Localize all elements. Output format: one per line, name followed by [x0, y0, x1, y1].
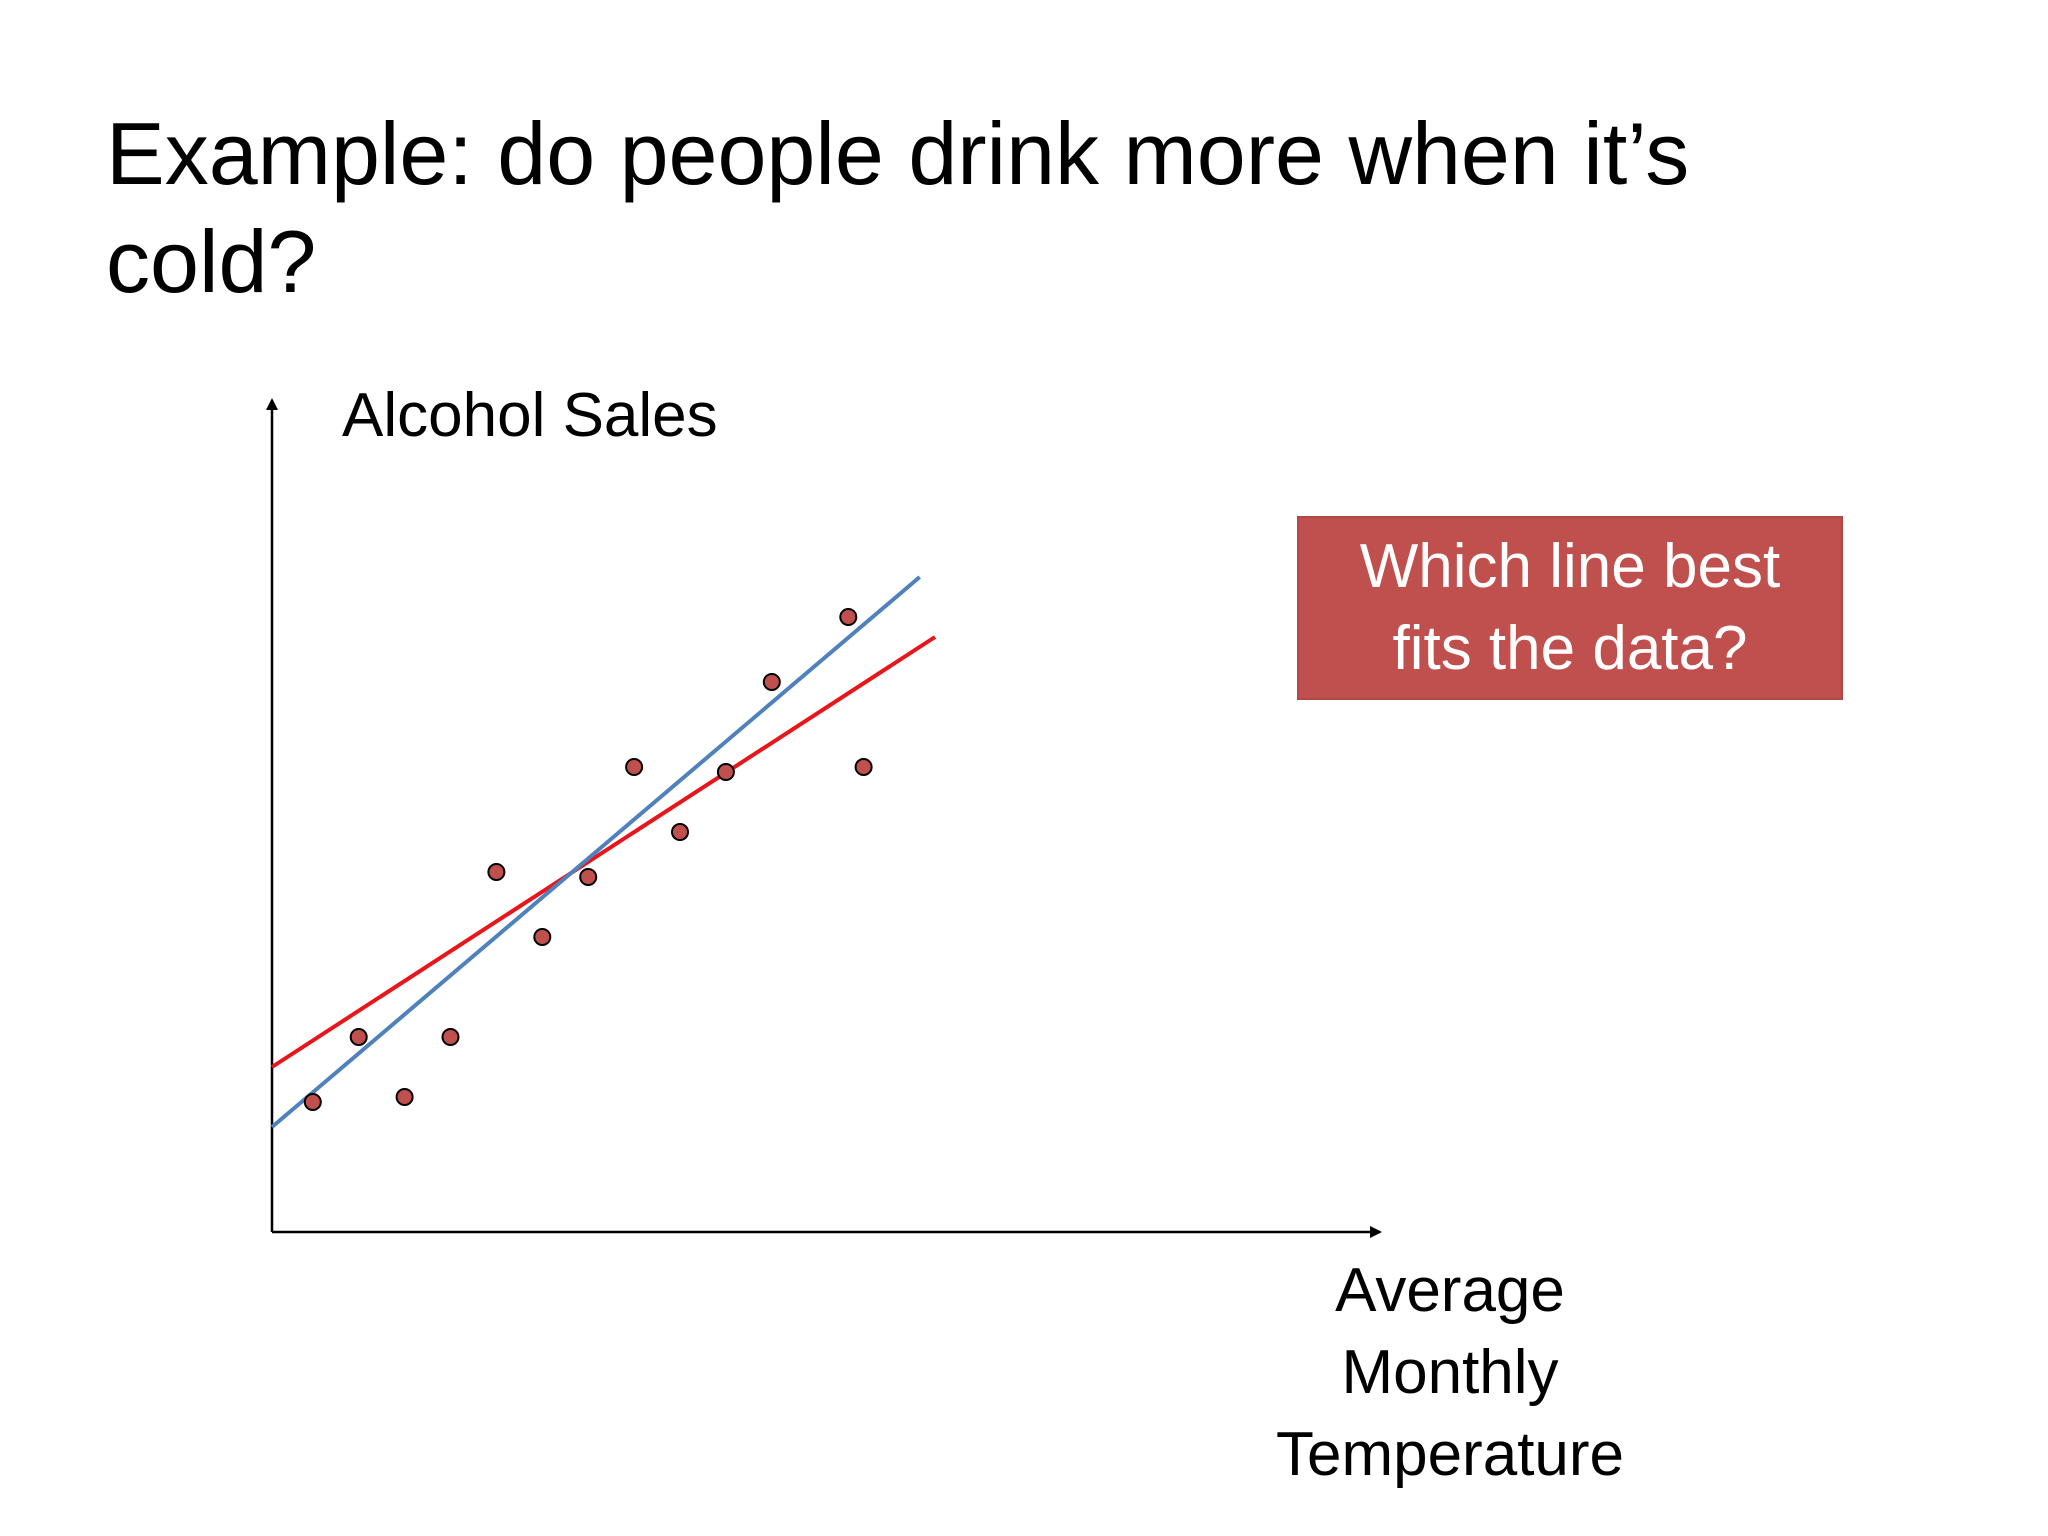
blue-fit-line: [270, 575, 921, 1129]
x-axis-label: Average Monthly Temperature: [1275, 1256, 1625, 1489]
red-fit-line: [270, 635, 937, 1069]
y-axis-label: Alcohol Sales: [342, 381, 718, 450]
series-layer: [270, 575, 937, 1129]
data-point: [671, 823, 689, 841]
data-point: [395, 1088, 414, 1106]
data-point: [441, 1028, 460, 1046]
data-point: [625, 758, 644, 776]
slide-title: Example: do people drink more when it’s …: [106, 104, 1690, 311]
data-point: [533, 928, 552, 946]
callout-box: Which line best fits the data?: [1297, 516, 1843, 700]
data-point: [303, 1093, 322, 1111]
data-point: [349, 1028, 368, 1046]
callout-text: Which line best fits the data?: [1359, 532, 1781, 683]
data-point: [716, 763, 735, 781]
data-point: [839, 608, 858, 626]
data-point: [579, 868, 598, 886]
data-point: [762, 673, 781, 691]
data-point: [487, 863, 506, 881]
data-point: [854, 758, 873, 776]
